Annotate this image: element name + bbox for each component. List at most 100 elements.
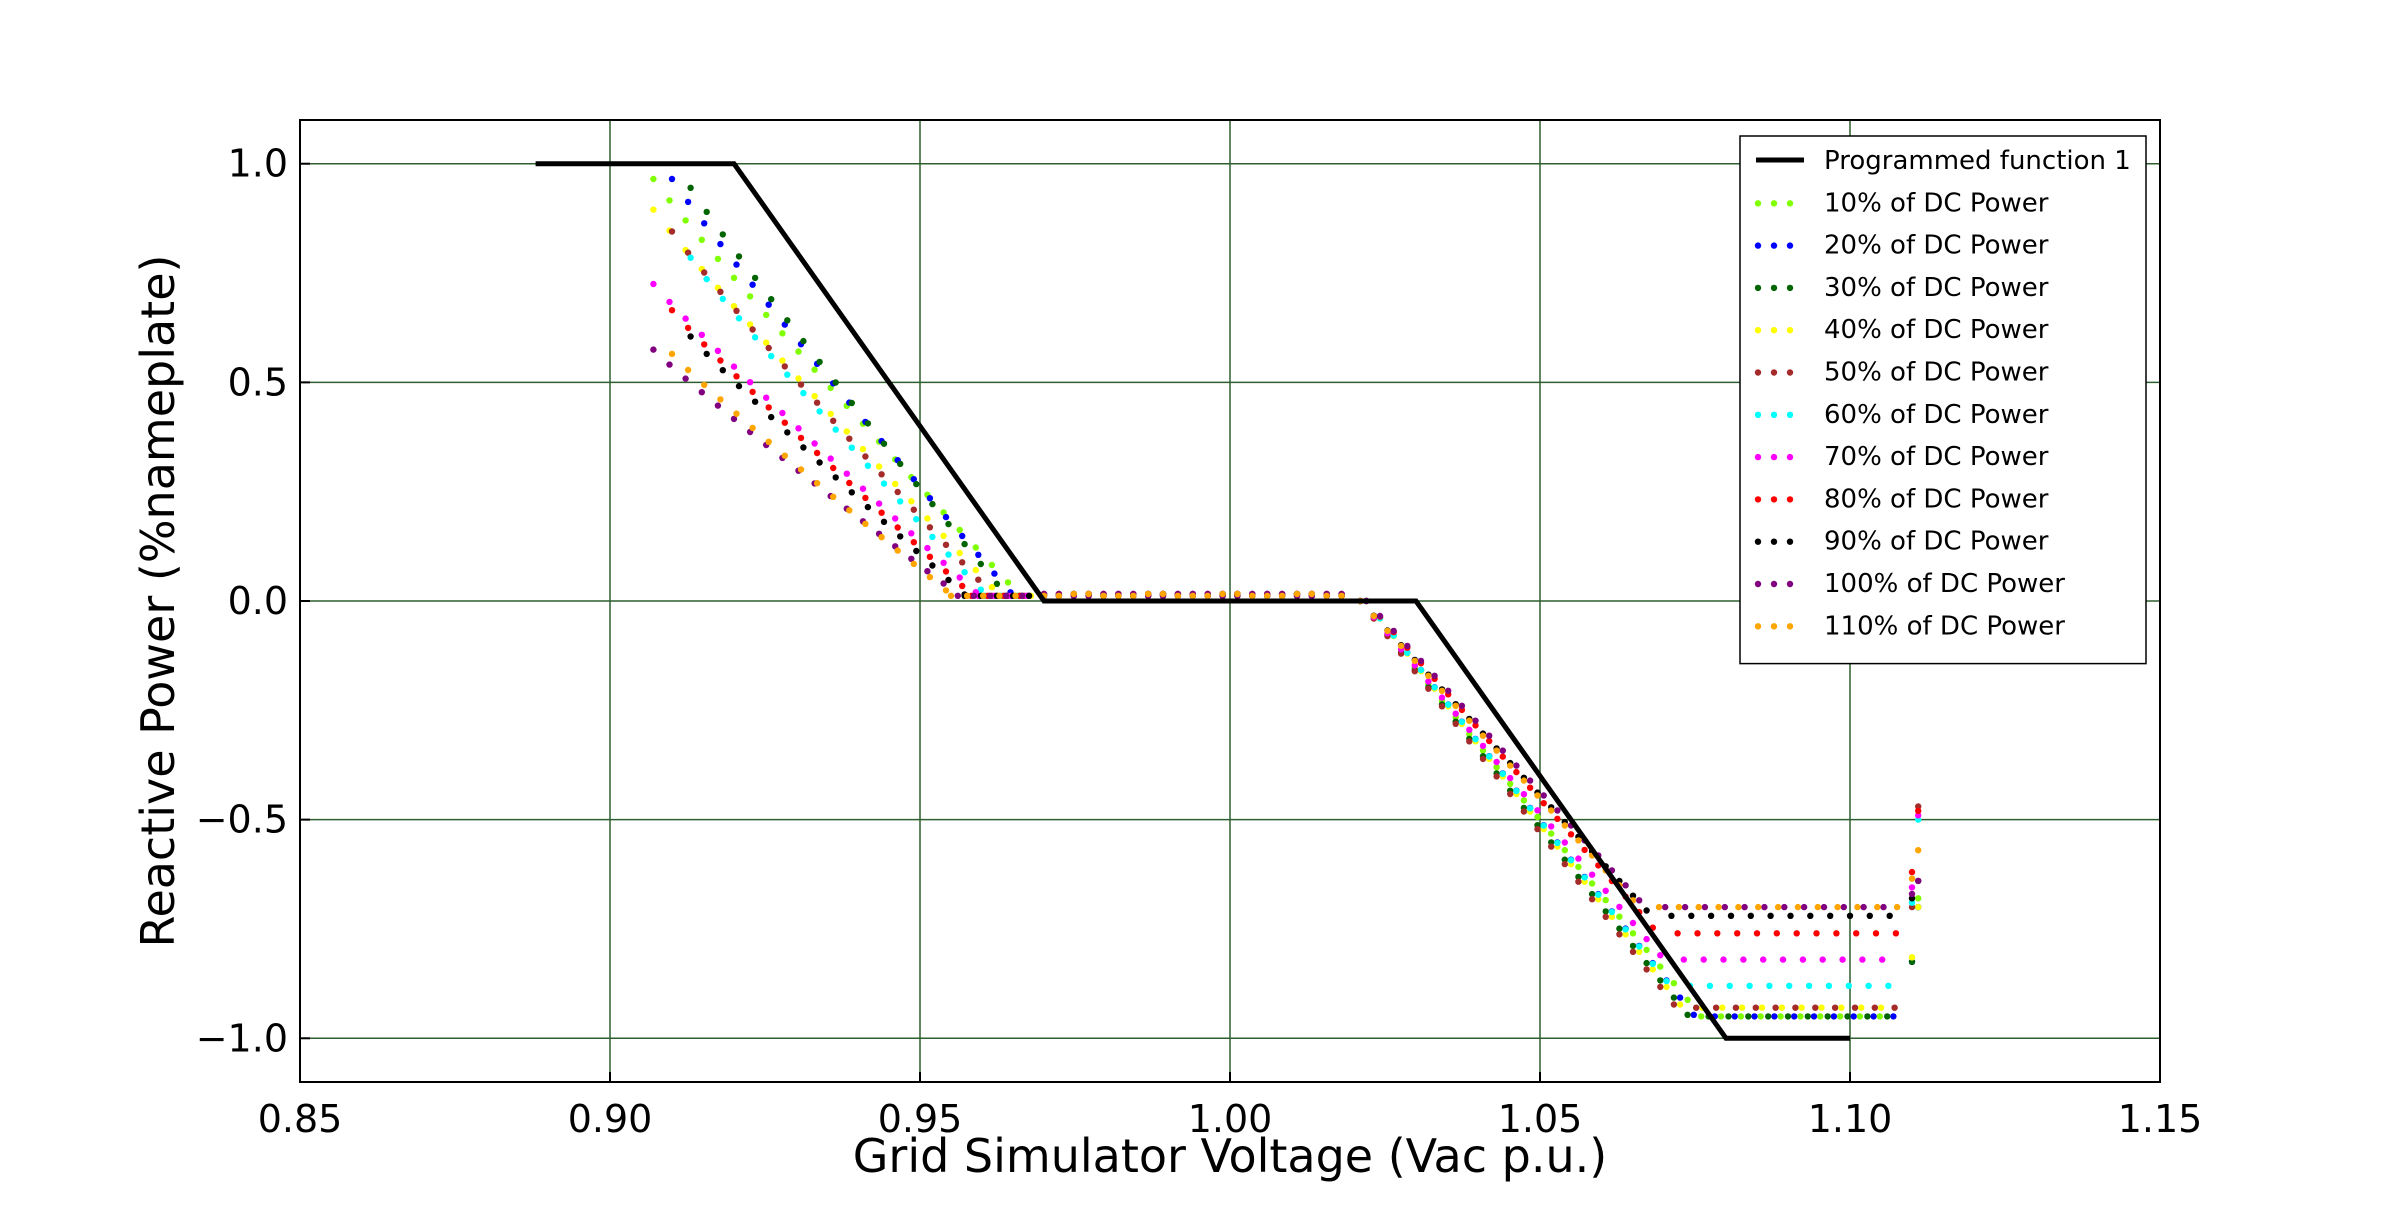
data-point	[1688, 912, 1695, 919]
data-point	[666, 197, 673, 204]
data-point	[1915, 812, 1922, 819]
legend-label: 40% of DC Power	[1824, 315, 2049, 345]
data-point	[1884, 1013, 1891, 1020]
legend-swatch-dot	[1770, 580, 1778, 588]
data-point	[1384, 627, 1391, 635]
data-point	[945, 576, 952, 584]
data-point	[892, 515, 899, 522]
data-point	[1670, 980, 1678, 987]
data-point	[1636, 943, 1643, 950]
data-point	[1820, 903, 1828, 911]
data-point	[1622, 882, 1629, 889]
data-point	[1706, 982, 1714, 989]
data-point	[717, 357, 724, 364]
data-point	[908, 555, 915, 562]
data-point	[926, 495, 934, 502]
data-point	[1616, 925, 1623, 932]
data-point	[733, 307, 740, 314]
data-point	[1772, 1004, 1779, 1011]
data-point	[1338, 592, 1345, 599]
data-point	[1417, 666, 1425, 674]
data-point	[1499, 770, 1507, 777]
data-point	[1707, 912, 1715, 919]
data-point	[682, 375, 689, 382]
data-point	[1786, 982, 1793, 989]
data-point	[650, 206, 657, 213]
data-point	[1431, 684, 1438, 691]
data-point	[959, 559, 966, 566]
data-point	[894, 488, 901, 496]
data-point	[1534, 807, 1541, 814]
legend-label: 20% of DC Power	[1824, 231, 2049, 261]
data-point	[972, 544, 979, 551]
data-point	[751, 398, 759, 405]
data-point	[735, 382, 743, 390]
data-point	[832, 379, 839, 386]
data-point	[910, 560, 917, 568]
data-point	[1445, 701, 1452, 708]
data-point	[848, 399, 855, 407]
data-point	[1445, 687, 1452, 694]
data-point	[894, 524, 901, 531]
data-point	[1411, 662, 1419, 669]
data-point	[749, 424, 756, 432]
data-point	[1643, 907, 1650, 914]
data-point	[1676, 994, 1684, 1001]
data-point	[880, 480, 888, 487]
data-point	[717, 240, 724, 248]
data-point	[1567, 857, 1575, 864]
data-point	[1534, 825, 1541, 833]
data-point	[929, 533, 936, 541]
data-point	[1540, 792, 1547, 799]
data-point	[1760, 956, 1767, 963]
data-point	[1622, 926, 1629, 933]
data-point	[1845, 982, 1853, 989]
data-point	[880, 440, 888, 447]
data-point	[1774, 903, 1782, 911]
data-point	[1581, 846, 1588, 854]
data-point	[701, 341, 708, 348]
legend-swatch-dot	[1770, 496, 1778, 503]
data-point	[942, 541, 950, 548]
data-point	[1540, 800, 1547, 807]
data-point	[1804, 1013, 1812, 1020]
data-point	[1908, 875, 1916, 882]
legend-swatch-dot	[1754, 242, 1762, 249]
data-point	[1853, 930, 1860, 937]
data-point	[1726, 982, 1733, 989]
data-point	[1864, 1013, 1871, 1020]
data-point	[926, 524, 934, 531]
data-point	[698, 331, 705, 338]
data-point	[1548, 807, 1555, 814]
data-point	[913, 480, 920, 488]
data-point	[1817, 1013, 1824, 1020]
data-point	[1507, 780, 1514, 787]
data-point	[1791, 1013, 1798, 1020]
data-point	[975, 551, 982, 558]
data-point	[1493, 758, 1500, 766]
data-point	[714, 347, 722, 354]
data-point	[684, 366, 692, 374]
data-point	[1507, 790, 1514, 798]
data-point	[1526, 777, 1534, 784]
data-point	[684, 324, 692, 332]
data-point	[1643, 966, 1650, 973]
legend-swatch-dot	[1754, 369, 1762, 376]
legend-swatch-dot	[1770, 284, 1778, 292]
data-point	[1554, 815, 1561, 822]
data-point	[954, 592, 961, 599]
legend-swatch-dot	[1786, 496, 1794, 503]
data-point	[1851, 1004, 1859, 1011]
data-point	[830, 464, 837, 472]
legend-swatch-dot	[1770, 200, 1778, 207]
data-point	[1629, 892, 1637, 899]
legend-swatch-dot	[1786, 242, 1794, 249]
data-point	[781, 363, 788, 370]
data-point	[701, 220, 708, 227]
data-point	[1818, 1004, 1825, 1011]
data-point	[811, 366, 818, 373]
data-point	[1548, 823, 1555, 830]
data-point	[897, 498, 904, 505]
data-point	[1908, 868, 1916, 876]
data-point	[1693, 1004, 1700, 1011]
